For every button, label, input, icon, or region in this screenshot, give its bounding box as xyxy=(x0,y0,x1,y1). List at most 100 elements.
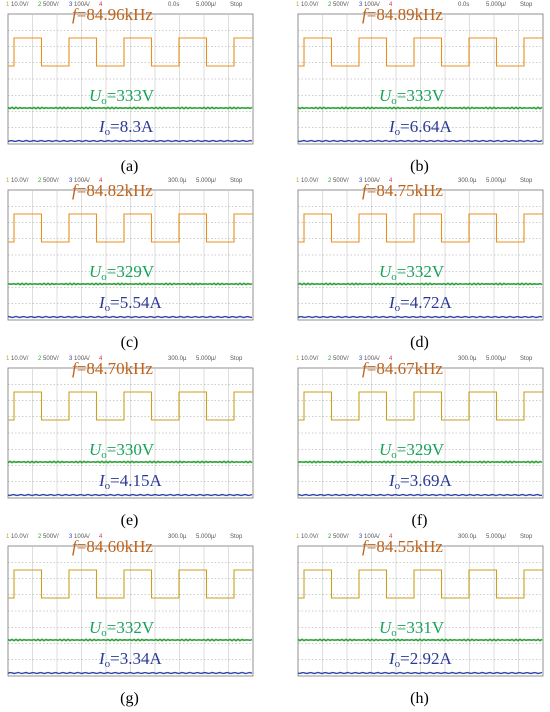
ch1-scale: 1 10.0V/ xyxy=(6,534,29,540)
output-current-trace xyxy=(297,315,543,319)
timebase: 5.000µ/ xyxy=(196,2,217,8)
oscilloscope-screen: 1 10.0V/ 2 500V/ 3 100A/ 4 300.0µ 5.000µ… xyxy=(2,176,257,332)
ch3-scale: 3 100A/ xyxy=(69,534,90,540)
ch2-scale: 2 500V/ xyxy=(38,534,59,540)
switching-voltage-trace xyxy=(8,37,253,67)
time-offset: 300.0µ xyxy=(458,534,477,540)
output-current-trace xyxy=(7,139,253,143)
oscilloscope-screen: 1 10.0V/ 2 500V/ 3 100A/ 4 300.0µ 5.000µ… xyxy=(292,176,547,332)
scope-status-bar: 1 10.0V/ 2 500V/ 3 100A/ 4 0.0s 5.000µ/ … xyxy=(296,0,543,11)
switching-voltage-trace xyxy=(8,391,253,421)
acquisition-mode: Stop xyxy=(230,2,243,8)
switching-voltage-trace xyxy=(298,391,543,421)
output-voltage-label: Uo=333V xyxy=(379,86,445,108)
scope-status-bar: 1 10.0V/ 2 500V/ 3 100A/ 4 300.0µ 5.000µ… xyxy=(6,532,253,543)
timebase: 5.000µ/ xyxy=(196,356,217,362)
output-voltage-trace xyxy=(297,282,543,286)
ch4-label: 4 xyxy=(389,2,393,8)
output-current-trace xyxy=(7,671,253,675)
acquisition-mode: Stop xyxy=(520,534,533,540)
waveform-display xyxy=(7,189,254,321)
output-voltage-label: Uo=333V xyxy=(89,86,155,108)
acquisition-mode: Stop xyxy=(520,178,533,184)
scope-status-bar: 1 10.0V/ 2 500V/ 3 100A/ 4 0.0s 5.000µ/ … xyxy=(6,0,253,11)
ch4-label: 4 xyxy=(389,534,393,540)
ch1-scale: 1 10.0V/ xyxy=(296,2,319,8)
oscilloscope-screen: 1 10.0V/ 2 500V/ 3 100A/ 4 300.0µ 5.000µ… xyxy=(292,532,547,688)
output-current-label: Io=8.3A xyxy=(99,117,154,139)
panel-caption: (a) xyxy=(120,158,139,175)
switching-voltage-trace xyxy=(8,213,253,243)
ch1-scale: 1 10.0V/ xyxy=(6,178,29,184)
panel-caption: (c) xyxy=(120,334,139,351)
waveform-display xyxy=(7,367,254,499)
switching-frequency-label: f=84.89kHz xyxy=(362,5,443,24)
oscilloscope-panel: 1 10.0V/ 2 500V/ 3 100A/ 4 300.0µ 5.000µ… xyxy=(2,532,257,708)
output-voltage-label: Uo=331V xyxy=(379,618,445,640)
oscilloscope-screen: 1 10.0V/ 2 500V/ 3 100A/ 4 300.0µ 5.000µ… xyxy=(292,354,547,510)
switching-voltage-trace xyxy=(8,569,253,599)
panel-caption: (d) xyxy=(410,334,429,351)
switching-frequency-label: f=84.67kHz xyxy=(362,359,443,378)
panel-caption: (g) xyxy=(120,690,139,707)
oscilloscope-panel: 1 10.0V/ 2 500V/ 3 100A/ 4 0.0s 5.000µ/ … xyxy=(292,0,547,176)
oscilloscope-screen: 1 10.0V/ 2 500V/ 3 100A/ 4 300.0µ 5.000µ… xyxy=(2,532,257,688)
oscilloscope-panel: 1 10.0V/ 2 500V/ 3 100A/ 4 0.0s 5.000µ/ … xyxy=(2,0,257,176)
ch3-scale: 3 100A/ xyxy=(69,178,90,184)
timebase: 5.000µ/ xyxy=(486,2,507,8)
output-voltage-label: Uo=332V xyxy=(379,262,445,284)
waveform-display xyxy=(297,13,544,145)
timebase: 5.000µ/ xyxy=(196,178,217,184)
output-current-trace xyxy=(297,493,543,497)
oscilloscope-screen: 1 10.0V/ 2 500V/ 3 100A/ 4 0.0s 5.000µ/ … xyxy=(2,0,257,156)
ch4-label: 4 xyxy=(99,178,103,184)
ch3-scale: 3 100A/ xyxy=(69,2,90,8)
time-offset: 0.0s xyxy=(458,2,470,8)
oscilloscope-panel: 1 10.0V/ 2 500V/ 3 100A/ 4 300.0µ 5.000µ… xyxy=(292,532,547,708)
waveform-display xyxy=(7,545,254,677)
waveform-display xyxy=(297,189,544,321)
ch4-label: 4 xyxy=(389,178,393,184)
output-voltage-trace xyxy=(297,638,543,642)
acquisition-mode: Stop xyxy=(230,178,243,184)
timebase: 5.000µ/ xyxy=(486,534,507,540)
oscilloscope-screen: 1 10.0V/ 2 500V/ 3 100A/ 4 300.0µ 5.000µ… xyxy=(2,354,257,510)
ch2-scale: 2 500V/ xyxy=(38,356,59,362)
time-offset: 300.0µ xyxy=(168,356,187,362)
time-offset: 0.0s xyxy=(168,2,180,8)
output-voltage-label: Uo=329V xyxy=(89,262,155,284)
ch3-scale: 3 100A/ xyxy=(359,178,380,184)
switching-voltage-trace xyxy=(298,569,543,599)
ch3-scale: 3 100A/ xyxy=(359,356,380,362)
scope-status-bar: 1 10.0V/ 2 500V/ 3 100A/ 4 300.0µ 5.000µ… xyxy=(6,354,253,365)
timebase: 5.000µ/ xyxy=(486,178,507,184)
panel-caption: (e) xyxy=(120,512,139,529)
output-current-label: Io=4.15A xyxy=(99,471,162,493)
output-current-label: Io=3.34A xyxy=(99,649,162,671)
output-current-trace xyxy=(7,493,253,497)
waveform-display xyxy=(297,367,544,499)
time-offset: 300.0µ xyxy=(458,178,477,184)
ch1-scale: 1 10.0V/ xyxy=(6,356,29,362)
time-offset: 300.0µ xyxy=(168,178,187,184)
ch3-scale: 3 100A/ xyxy=(359,2,380,8)
switching-frequency-label: f=84.96kHz xyxy=(72,5,153,24)
output-voltage-label: Uo=330V xyxy=(89,440,155,462)
ch2-scale: 2 500V/ xyxy=(38,178,59,184)
ch1-scale: 1 10.0V/ xyxy=(296,178,319,184)
output-voltage-trace xyxy=(7,282,253,286)
output-voltage-trace xyxy=(297,460,543,464)
ch4-label: 4 xyxy=(99,534,103,540)
output-current-label: Io=6.64A xyxy=(389,117,452,139)
output-current-trace xyxy=(297,139,543,143)
scope-status-bar: 1 10.0V/ 2 500V/ 3 100A/ 4 300.0µ 5.000µ… xyxy=(296,532,543,543)
output-current-label: Io=4.72A xyxy=(389,293,452,315)
acquisition-mode: Stop xyxy=(230,356,243,362)
output-current-label: Io=5.54A xyxy=(99,293,162,315)
time-offset: 300.0µ xyxy=(168,534,187,540)
switching-frequency-label: f=84.60kHz xyxy=(72,537,153,556)
oscilloscope-screen: 1 10.0V/ 2 500V/ 3 100A/ 4 0.0s 5.000µ/ … xyxy=(292,0,547,156)
waveform-display xyxy=(7,13,254,145)
timebase: 5.000µ/ xyxy=(486,356,507,362)
switching-frequency-label: f=84.75kHz xyxy=(362,181,443,200)
